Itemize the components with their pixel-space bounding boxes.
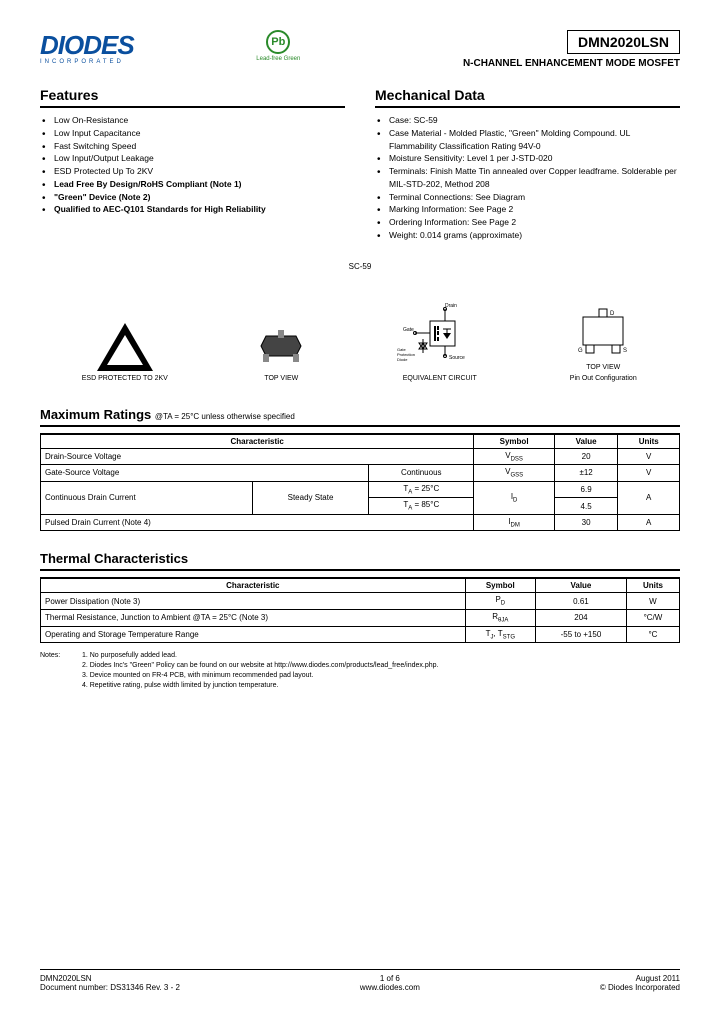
note-item: 3. Device mounted on FR-4 PCB, with mini… <box>82 671 439 681</box>
col-units: Units <box>626 578 679 593</box>
max-ratings-title: Maximum Ratings @TA = 25°C unless otherw… <box>40 407 680 427</box>
package-diagram: TOP VIEW <box>251 326 311 382</box>
feature-item: Fast Switching Speed <box>54 140 345 153</box>
feature-item: Lead Free By Design/RoHS Compliant (Note… <box>54 178 345 191</box>
col-characteristic: Characteristic <box>41 434 474 449</box>
package-topview-icon <box>251 326 311 371</box>
mechanical-item: Moisture Sensitivity: Level 1 per J-STD-… <box>389 152 680 165</box>
page-footer: DMN2020LSN Document number: DS31346 Rev.… <box>40 969 680 992</box>
feature-item: Low Input/Output Leakage <box>54 152 345 165</box>
feature-item: Low On-Resistance <box>54 114 345 127</box>
col-value: Value <box>535 578 626 593</box>
thermal-title: Thermal Characteristics <box>40 551 680 571</box>
notes-list: 1. No purposefully added lead.2. Diodes … <box>82 651 439 690</box>
mechanical-item: Case: SC-59 <box>389 114 680 127</box>
mechanical-column: Mechanical Data Case: SC-59Case Material… <box>375 87 680 242</box>
mechanical-item: Terminal Connections: See Diagram <box>389 191 680 204</box>
features-title: Features <box>40 87 345 108</box>
table-row: Continuous Drain Current Steady State TA… <box>41 481 680 498</box>
footer-center: 1 of 6 www.diodes.com <box>360 974 420 992</box>
feature-item: Low Input Capacitance <box>54 127 345 140</box>
esd-triangle-icon <box>97 323 153 371</box>
col-symbol: Symbol <box>474 434 555 449</box>
pinout-label2: Pin Out Configuration <box>570 375 637 382</box>
mechanical-item: Weight: 0.014 grams (approximate) <box>389 229 680 242</box>
table-header-row: Characteristic Symbol Value Units <box>41 578 680 593</box>
footer-right: August 2011 © Diodes Incorporated <box>600 974 680 992</box>
features-column: Features Low On-ResistanceLow Input Capa… <box>40 87 345 242</box>
footer-copyright: © Diodes Incorporated <box>600 983 680 992</box>
col-symbol: Symbol <box>465 578 535 593</box>
table-row: Operating and Storage Temperature Range … <box>41 626 680 643</box>
pinout-diagram: D G S TOP VIEW Pin Out Configuration <box>568 305 638 382</box>
max-ratings-table: Characteristic Symbol Value Units Drain-… <box>40 433 680 532</box>
notes-section: Notes: 1. No purposefully added lead.2. … <box>40 651 680 690</box>
esd-diagram: ESD PROTECTED TO 2KV <box>82 323 168 382</box>
svg-text:Drain: Drain <box>445 303 457 309</box>
part-identification: DMN2020LSN N-CHANNEL ENHANCEMENT MODE MO… <box>463 30 680 69</box>
note-item: 1. No purposefully added lead. <box>82 651 439 661</box>
thermal-table: Characteristic Symbol Value Units Power … <box>40 577 680 643</box>
footer-left: DMN2020LSN Document number: DS31346 Rev.… <box>40 974 180 992</box>
circuit-label: EQUIVALENT CIRCUIT <box>403 375 477 382</box>
esd-label: ESD PROTECTED TO 2KV <box>82 375 168 382</box>
circuit-diagram: Drain Gate Source Gate Protection Diode … <box>395 301 485 382</box>
table-row: Pulsed Drain Current (Note 4) IDM 30 A <box>41 514 680 531</box>
svg-text:Diode: Diode <box>397 357 408 362</box>
footer-docnum: Document number: DS31346 Rev. 3 - 2 <box>40 983 180 992</box>
feature-item: ESD Protected Up To 2KV <box>54 165 345 178</box>
table-row: Gate-Source Voltage Continuous VGSS ±12 … <box>41 465 680 482</box>
svg-text:Gate: Gate <box>403 327 414 333</box>
mechanical-item: Ordering Information: See Page 2 <box>389 216 680 229</box>
feature-item: "Green" Device (Note 2) <box>54 191 345 204</box>
svg-text:S: S <box>623 348 627 354</box>
equivalent-circuit-icon: Drain Gate Source Gate Protection Diode <box>395 301 485 371</box>
page-header: DIODES INCORPORATED Pb Lead-free Green D… <box>40 30 680 69</box>
mechanical-title: Mechanical Data <box>375 87 680 108</box>
pinout-icon: D G S <box>568 305 638 360</box>
package-label: SC-59 <box>40 262 680 271</box>
svg-text:D: D <box>610 311 615 317</box>
note-item: 2. Diodes Inc's "Green" Policy can be fo… <box>82 661 439 671</box>
max-ratings-text: Maximum Ratings <box>40 407 151 422</box>
table-row: Power Dissipation (Note 3) PD 0.61 W <box>41 593 680 610</box>
logo-subtitle: INCORPORATED <box>40 59 134 65</box>
company-logo: DIODES INCORPORATED <box>40 30 134 65</box>
svg-text:G: G <box>578 348 583 354</box>
footer-url: www.diodes.com <box>360 983 420 992</box>
topview-label: TOP VIEW <box>264 375 298 382</box>
svg-text:Source: Source <box>449 355 465 361</box>
logo-text: DIODES <box>40 30 134 61</box>
footer-date: August 2011 <box>600 974 680 983</box>
table-header-row: Characteristic Symbol Value Units <box>41 434 680 449</box>
pb-label: Lead-free Green <box>256 56 300 62</box>
mechanical-item: Marking Information: See Page 2 <box>389 203 680 216</box>
mechanical-item: Terminals: Finish Matte Tin annealed ove… <box>389 165 680 191</box>
part-description: N-CHANNEL ENHANCEMENT MODE MOSFET <box>463 58 680 69</box>
features-list: Low On-ResistanceLow Input CapacitanceFa… <box>40 114 345 216</box>
notes-label: Notes: <box>40 651 80 661</box>
leadfree-icon: Pb Lead-free Green <box>256 30 300 62</box>
note-item: 4. Repetitive rating, pulse width limite… <box>82 681 439 691</box>
mechanical-list: Case: SC-59Case Material - Molded Plasti… <box>375 114 680 242</box>
diagram-row: ESD PROTECTED TO 2KV TOP VIEW Drain Gate <box>40 301 680 382</box>
col-characteristic: Characteristic <box>41 578 466 593</box>
main-columns: Features Low On-ResistanceLow Input Capa… <box>40 87 680 242</box>
pb-circle-icon: Pb <box>266 30 290 54</box>
col-value: Value <box>554 434 618 449</box>
table-row: Drain-Source Voltage VDSS 20 V <box>41 448 680 465</box>
col-units: Units <box>618 434 680 449</box>
footer-page: 1 of 6 <box>360 974 420 983</box>
feature-item: Qualified to AEC-Q101 Standards for High… <box>54 203 345 216</box>
part-number: DMN2020LSN <box>567 30 680 54</box>
max-ratings-condition: @TA = 25°C unless otherwise specified <box>155 412 295 421</box>
table-row: Thermal Resistance, Junction to Ambient … <box>41 610 680 627</box>
mechanical-item: Case Material - Molded Plastic, "Green" … <box>389 127 680 153</box>
footer-part: DMN2020LSN <box>40 974 180 983</box>
pinout-label1: TOP VIEW <box>586 364 620 371</box>
